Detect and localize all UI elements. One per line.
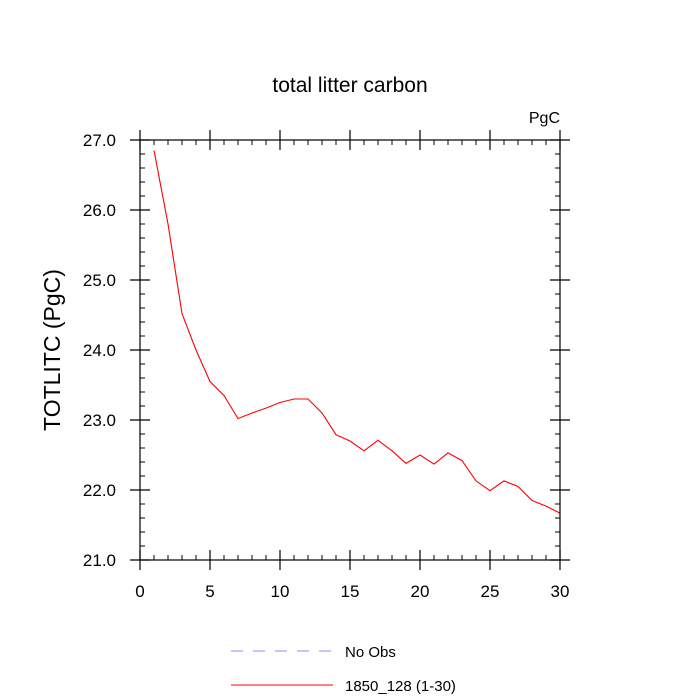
x-tick-label: 5 (205, 582, 214, 601)
x-tick-labels: 0 5 10 15 20 25 30 (135, 582, 569, 601)
y-tick-labels: 21.0 22.0 23.0 24.0 25.0 26.0 27.0 (83, 131, 116, 570)
units-label: PgC (529, 110, 560, 127)
y-tick-label: 27.0 (83, 131, 116, 150)
legend-label-no-obs: No Obs (345, 644, 396, 661)
x-tick-label: 15 (341, 582, 360, 601)
y-tick-label: 21.0 (83, 551, 116, 570)
y-tick-label: 23.0 (83, 411, 116, 430)
chart-title: total litter carbon (272, 74, 427, 97)
series-line-1850-128-1-30- (153, 150, 561, 514)
y-tick-label: 24.0 (83, 341, 116, 360)
y-tick-label: 22.0 (83, 481, 116, 500)
minor-ticks (140, 140, 560, 560)
y-tick-label: 26.0 (83, 201, 116, 220)
x-tick-label: 0 (135, 582, 144, 601)
legend-label-1850-128: 1850_128 (1-30) (345, 678, 456, 695)
x-tick-label: 10 (271, 582, 290, 601)
x-tick-label: 20 (411, 582, 430, 601)
x-tick-label: 25 (481, 582, 500, 601)
series-layer (153, 150, 561, 514)
y-axis-label: TOTLITC (PgC) (39, 269, 65, 431)
x-tick-label: 30 (551, 582, 570, 601)
legend: No Obs 1850_128 (1-30) (231, 644, 456, 695)
y-tick-label: 25.0 (83, 271, 116, 290)
plot-frame (139, 139, 561, 561)
